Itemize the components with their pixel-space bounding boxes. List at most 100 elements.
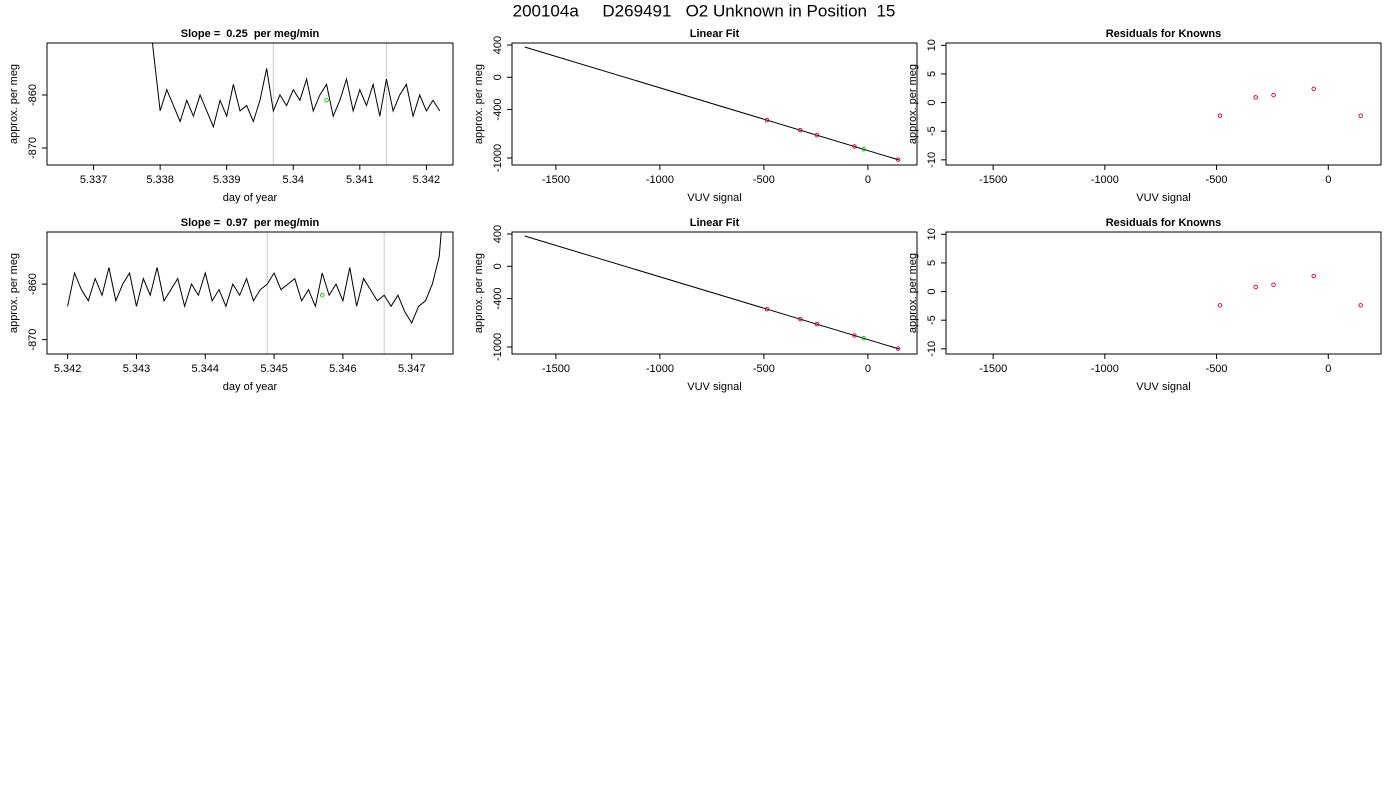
y-tick-label: 400 (492, 36, 504, 54)
y-tick-label: -1000 (492, 333, 504, 361)
x-tick-label: -1000 (646, 174, 674, 186)
panel: Slope = 0.25 per meg/min day of year appro… (8, 28, 454, 204)
x-tick-label: 0 (1325, 174, 1331, 186)
data-point (798, 316, 803, 322)
y-tick-label: -870 (27, 137, 39, 159)
x-tick-label: 0 (865, 174, 871, 186)
x-axis-label: VUV signal (1136, 192, 1190, 204)
panel-title: Slope = 0.25 per meg/min (181, 28, 320, 40)
panel: Residuals for Knowns VUV signal approx. pe… (907, 28, 1382, 204)
y-tick-label: 0 (926, 100, 938, 106)
y-axis-label: approx. per meg (473, 64, 485, 144)
panel-title: Residuals for Knowns (1106, 217, 1222, 229)
data-point (814, 321, 820, 327)
x-tick-label: 5.342 (54, 363, 82, 375)
x-tick-label: -500 (753, 363, 775, 375)
x-tick-label: 5.347 (398, 363, 426, 375)
x-tick-label: -1500 (542, 363, 570, 375)
data-point (852, 144, 857, 149)
panel-title: Linear Fit (690, 28, 740, 40)
plot-frame (511, 231, 918, 355)
data-point (324, 98, 329, 103)
data-point (798, 127, 803, 133)
x-axis-label: VUV signal (687, 192, 741, 204)
plot-frame (511, 42, 918, 166)
y-tick-label: -1000 (492, 144, 504, 172)
panel: Linear Fit VUV signal approx. per meg -1500… (473, 28, 918, 204)
panel-title: Linear Fit (690, 217, 740, 229)
x-tick-label: 5.34 (283, 174, 304, 186)
x-axis-label: day of year (223, 192, 278, 204)
plot-area (1217, 86, 1363, 118)
x-tick-label: -1000 (646, 363, 674, 375)
plot-frame (945, 231, 1382, 355)
x-tick-label: -1500 (542, 174, 570, 186)
y-axis-label: approx. per meg (907, 253, 919, 333)
x-tick-label: 5.344 (192, 363, 220, 375)
y-axis-label: approx. per meg (8, 253, 20, 333)
figure-title: 200104a D269491 O2 Unknown in Position 1… (513, 1, 896, 20)
x-tick-label: 0 (1325, 363, 1331, 375)
panel: Residuals for Knowns VUV signal approx. pe… (907, 217, 1382, 393)
panel: Linear Fit VUV signal approx. per meg -1500… (473, 217, 918, 393)
panel: Slope = 0.97 per meg/min day of year appro… (8, 217, 454, 393)
y-tick-label: 10 (926, 39, 938, 51)
data-point (861, 147, 866, 152)
plot-area (524, 46, 901, 162)
y-tick-label: -10 (926, 341, 938, 357)
x-tick-label: -1000 (1091, 363, 1119, 375)
x-tick-label: -1000 (1091, 174, 1119, 186)
x-tick-label: 5.337 (80, 174, 108, 186)
plot-area (67, 232, 442, 354)
y-tick-label: -5 (926, 126, 938, 136)
data-line (151, 43, 441, 129)
plot-area (1217, 273, 1363, 308)
x-tick-label: -500 (753, 174, 775, 186)
plot-area (524, 235, 901, 351)
data-point (895, 157, 901, 162)
y-tick-label: -860 (27, 84, 39, 106)
y-tick-label: 0 (926, 289, 938, 295)
y-axis-label: approx. per meg (8, 64, 20, 144)
x-tick-label: 5.346 (329, 363, 357, 375)
data-point (814, 132, 820, 138)
x-tick-label: 0 (865, 363, 871, 375)
y-tick-label: -5 (926, 315, 938, 325)
y-tick-label: -860 (27, 273, 39, 295)
panel-title: Residuals for Knowns (1106, 28, 1222, 40)
data-point (1217, 303, 1223, 308)
data-point (1271, 282, 1276, 287)
x-tick-label: -1500 (979, 363, 1007, 375)
y-tick-label: -400 (492, 288, 504, 310)
x-tick-label: 5.342 (413, 174, 441, 186)
y-tick-label: 5 (926, 260, 938, 266)
x-tick-label: -500 (1206, 174, 1228, 186)
y-axis-label: approx. per meg (473, 253, 485, 333)
data-point (1253, 284, 1258, 290)
data-point (1311, 86, 1317, 92)
y-tick-label: -400 (492, 99, 504, 121)
x-tick-label: 5.343 (123, 363, 151, 375)
plot-frame (46, 231, 454, 355)
x-tick-label: -500 (1206, 363, 1228, 375)
x-tick-label: 5.339 (213, 174, 241, 186)
panel-title: Slope = 0.97 per meg/min (181, 217, 320, 229)
data-point (1217, 113, 1223, 118)
x-axis-label: VUV signal (1136, 381, 1190, 393)
data-point (320, 292, 325, 298)
data-point (764, 117, 770, 123)
y-tick-label: -10 (926, 152, 938, 168)
data-line (67, 232, 442, 325)
x-tick-label: -1500 (979, 174, 1007, 186)
x-tick-label: 5.338 (146, 174, 174, 186)
plot-frame (46, 42, 454, 166)
data-point (1358, 113, 1363, 118)
y-tick-label: 10 (926, 228, 938, 240)
y-axis-label: approx. per meg (907, 64, 919, 144)
y-tick-label: 0 (492, 74, 504, 80)
y-tick-label: 5 (926, 71, 938, 77)
data-line (524, 235, 900, 350)
y-tick-label: -870 (27, 329, 39, 351)
x-axis-label: day of year (223, 381, 278, 393)
